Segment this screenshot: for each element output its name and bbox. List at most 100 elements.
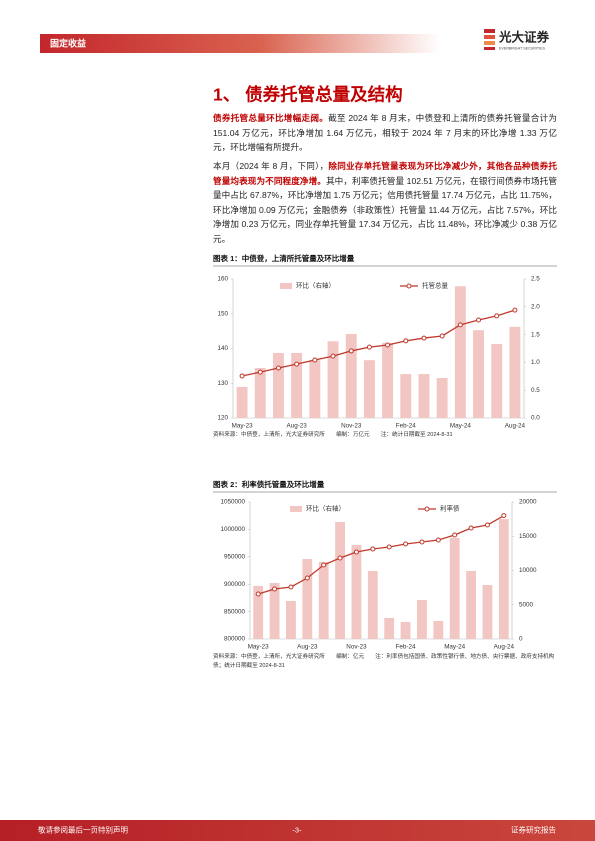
y-tick-label: 850000 — [224, 608, 246, 615]
x-tick-label: May-23 — [232, 423, 253, 430]
point — [419, 539, 425, 545]
bar — [335, 522, 345, 639]
point — [386, 544, 392, 550]
logo-name: 光大证券 — [498, 29, 550, 44]
x-tick-label: Aug-24 — [505, 423, 526, 430]
y2-tick-label: 1.0 — [531, 359, 540, 366]
bar — [286, 600, 296, 639]
x-tick-label: Feb-24 — [396, 644, 416, 651]
bar — [418, 374, 430, 418]
text-run: 本月（2024 年 8 月，下同）， — [213, 161, 329, 171]
point — [348, 348, 354, 354]
chart: 图表 1：中债登，上清所托管量及环比增量 120 130 140 150 160 0.0 0.… — [213, 253, 557, 430]
chart-title: 图表 1：中债登，上清所托管量及环比增量 — [213, 253, 355, 263]
bar — [351, 545, 362, 639]
chart-title: 图表 2：利率债托管量及环比增量 — [213, 479, 325, 489]
legend-swatch — [280, 283, 292, 289]
bar — [449, 538, 460, 639]
bar — [273, 352, 284, 418]
text-run: 截至 2024 年 8 月末，中债登和上清所的债券托管量合计为 151.04 万… — [213, 113, 557, 153]
bar — [318, 562, 329, 639]
y2-tick-label: 15000 — [519, 533, 537, 540]
y-tick-label: 1000000 — [220, 526, 245, 533]
y2-tick-label: 2.0 — [531, 303, 540, 310]
legend-label: 利率债 — [440, 504, 460, 513]
logo-icon — [484, 29, 495, 33]
logo-english: EVERBRIGHT SECURITIES — [499, 46, 545, 50]
footer-page: -3- — [292, 825, 302, 834]
point — [403, 338, 409, 344]
logo-icon — [484, 47, 495, 50]
logo-icon — [484, 41, 495, 45]
y-tick-label: 1050000 — [220, 499, 245, 506]
point — [366, 344, 372, 350]
point — [353, 549, 359, 555]
bar — [291, 352, 303, 418]
bar — [454, 286, 466, 418]
y2-tick-label: 2.5 — [531, 276, 540, 283]
bar — [400, 374, 412, 418]
y-tick-label: 150 — [217, 310, 228, 317]
bar — [482, 585, 493, 639]
point — [321, 562, 327, 568]
bar — [254, 367, 266, 418]
bar — [433, 620, 444, 639]
point — [312, 357, 318, 363]
x-tick-label: Feb-24 — [396, 423, 416, 430]
chart-source: 资料来源：中债登，上清所，光大证券研究所 编制：亿元 注：利率债包括国债、政策性… — [213, 654, 555, 669]
point — [272, 586, 278, 592]
bar — [473, 330, 484, 418]
y-tick-label: 900000 — [224, 581, 246, 588]
point — [512, 307, 518, 313]
point — [385, 342, 391, 348]
paragraph: 债券托管总量环比增幅走阔。截至 2024 年 8 月末，中债登和上清所的债券托管… — [213, 111, 557, 155]
point — [255, 591, 261, 597]
point — [452, 532, 458, 538]
bar — [400, 622, 411, 639]
legend-label: 托管总量 — [422, 281, 449, 290]
legend-marker — [424, 506, 430, 512]
y2-tick-label: 0 — [519, 636, 523, 643]
footer-bar — [0, 820, 595, 841]
footer-doc-type: 证券研究报告 — [511, 824, 556, 834]
bar — [253, 585, 264, 639]
y-tick-label: 800000 — [224, 636, 246, 643]
point — [457, 322, 463, 328]
chart-source: 资料来源：中债登，上清所，光大证券研究所 编制：万亿元 注：统计日期截至 202… — [213, 432, 453, 438]
bar — [345, 334, 357, 418]
bar — [491, 344, 503, 418]
x-tick-label: Nov-23 — [341, 423, 362, 430]
x-tick-label: May-24 — [450, 423, 471, 430]
logo: 光大证券 EVERBRIGHT SECURITIES — [484, 29, 550, 50]
y-tick-label: 950000 — [224, 553, 246, 560]
emphasis: 除同业存单托管量表现为环比净减少外，其他各品种债券托管量均表现为不同程度净增。 — [213, 161, 557, 186]
chart: 图表 2：利率债托管量及环比增量 800000 850000 900000 950000… — [213, 479, 557, 651]
x-tick-label: Aug-23 — [287, 423, 308, 430]
point — [435, 537, 441, 543]
bar — [382, 342, 394, 418]
line — [241, 309, 516, 377]
x-tick-label: May-24 — [444, 644, 465, 651]
header-section: 固定收益 — [50, 37, 86, 48]
point — [337, 555, 343, 561]
y2-tick-label: 0.5 — [531, 387, 540, 394]
footer-disclaimer: 敬请参阅最后一页特别声明 — [38, 824, 128, 834]
text-run: 其中，利率债托管量 102.51 万亿元，在银行间债券市场托管量中占比 67.8… — [213, 175, 557, 244]
y2-tick-label: 20000 — [519, 499, 537, 506]
y-tick-label: 160 — [217, 276, 228, 283]
y-tick-label: 120 — [217, 415, 228, 422]
point — [439, 333, 445, 339]
legend-swatch — [290, 506, 302, 512]
y2-tick-label: 5000 — [519, 601, 534, 608]
bar — [236, 386, 248, 418]
point — [370, 546, 376, 552]
legend-marker — [406, 283, 412, 289]
bar — [498, 519, 509, 639]
emphasis: 债券托管总量环比增幅走阔。 — [213, 113, 329, 123]
bar — [436, 377, 448, 418]
legend-label: 环比（右轴） — [296, 281, 335, 290]
bar — [384, 617, 395, 639]
legend-label: 环比（右轴） — [306, 504, 345, 513]
